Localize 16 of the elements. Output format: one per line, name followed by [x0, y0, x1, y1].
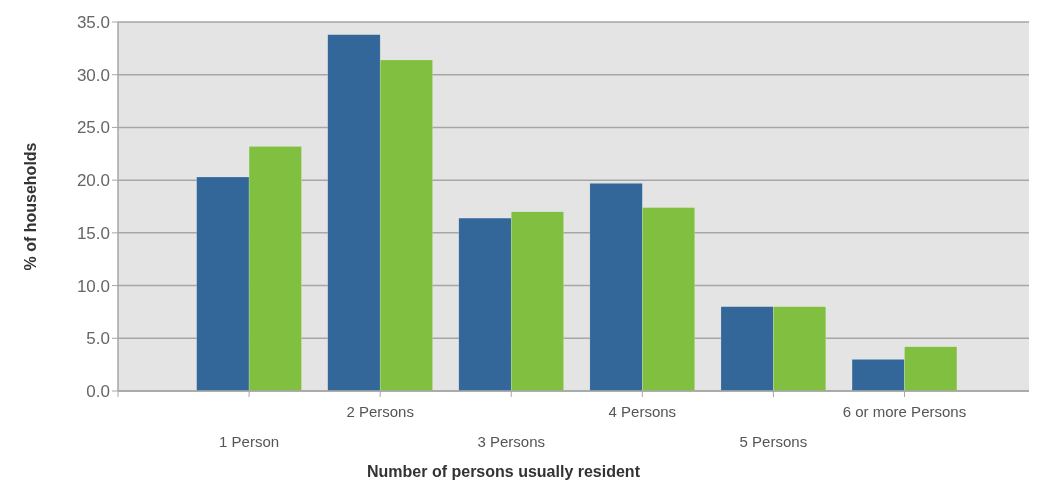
y-tick-label: 5.0 — [86, 329, 110, 349]
y-tick-label: 0.0 — [86, 381, 110, 401]
x-tick-label: 4 Persons — [608, 403, 677, 420]
y-tick-label: 30.0 — [76, 65, 110, 85]
x-tick-label: 5 Persons — [739, 433, 808, 450]
x-tick-label: 1 Person — [219, 433, 280, 450]
y-tick-label: 25.0 — [76, 118, 110, 138]
y-tick-label: 20.0 — [76, 171, 110, 191]
x-tick-label: 2 Persons — [346, 403, 414, 420]
x-tick-label: 3 Persons — [477, 433, 546, 450]
x-tick-label: 6 or more Persons — [842, 403, 967, 420]
y-tick-label: 15.0 — [76, 223, 110, 243]
y-axis-title: % of households — [22, 142, 39, 271]
y-tick-label: 35.0 — [76, 12, 110, 32]
x-axis-title: Number of persons usually resident — [367, 463, 641, 480]
y-tick-label: 10.0 — [76, 276, 110, 296]
